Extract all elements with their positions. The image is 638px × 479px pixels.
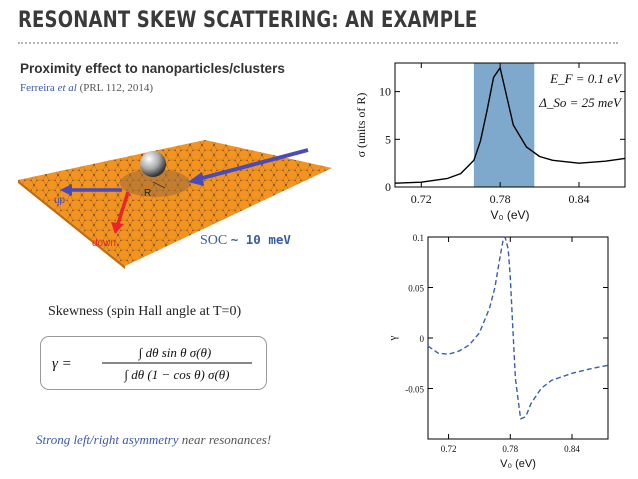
gamma-chart: 0.72 0.78 0.84 -0.05 0 0.05 0.1 V₀ (eV) γ [387,233,609,470]
radius-line [152,181,166,189]
y-tick-label: 0.05 [408,284,424,294]
title-divider [18,42,618,44]
chart-annotation: E_F = 0.1 eV [549,71,623,86]
formula-lhs: γ = [52,356,72,372]
reference-citation: Ferreira et al (PRL 112, 2014) [20,82,153,94]
x-axis-label: V₀ (eV) [500,458,536,470]
sigma-chart: 0.72 0.78 0.84 0 5 10 V₀ (eV) σ (units of R) E_F… [354,62,626,222]
x-tick-label: 0.78 [490,192,511,206]
soc-value: ~ 10 meV [230,232,291,247]
x-tick-label: 0.78 [502,444,518,454]
conclusion-text: Strong left/right asymmetry near resonan… [36,432,271,448]
formula-denominator: ∫ dθ (1 − cos θ) σ(θ) [123,367,229,383]
y-tick-label: 10 [379,85,391,99]
x-tick-label: 0.84 [569,192,590,206]
sheet-front-edge [18,180,125,269]
reference-etal: et al [57,82,77,94]
label-R: R [144,188,151,199]
slide-title: RESONANT SKEW SCATTERING: AN EXAMPLE [18,8,478,33]
conclusion-emphasis: Strong left/right asymmetry [36,432,179,447]
y-tick-label: 5 [385,132,391,146]
x-tick-label: 0.72 [411,192,432,206]
series-line [394,67,626,184]
y-tick-label: 0.1 [413,233,424,243]
y-tick-label: -0.05 [405,385,424,395]
label-down: down [92,238,116,249]
incoming-arrow [194,148,309,182]
reference-authors: Ferreira [20,82,58,94]
label-up: up [54,195,66,206]
plot-frame [427,236,609,440]
slide-subtitle: Proximity effect to nanoparticles/cluste… [20,61,285,76]
soc-label-text: SOC [200,233,231,248]
chart-annotation: Δ_So = 25 meV [538,95,623,110]
nanoparticle-cluster [140,151,166,177]
graphene-lattice [18,140,332,266]
soc-label: SOC ~ 10 meV [200,232,291,249]
graphene-illustration: R up down [18,140,332,269]
y-axis-label: γ [387,335,399,341]
incoming-arrowhead [188,172,204,186]
formula-numerator: ∫ dθ sin θ σ(θ) [138,345,211,361]
y-tick-label: 0 [420,334,425,344]
conclusion-tail: near resonances! [178,432,272,447]
down-arrowhead [111,222,124,234]
x-tick-label: 0.72 [441,444,457,454]
series-line [427,236,609,420]
y-tick-label: 0 [385,180,391,194]
plot-frame [394,62,626,188]
skewness-formula: γ = ∫ dθ sin θ σ(θ) ∫ dθ (1 − cos θ) σ(θ… [52,345,252,383]
x-tick-label: 0.84 [564,444,580,454]
formula-box [40,336,267,390]
up-arrowhead [60,184,72,196]
skewness-label: Skewness (spin Hall angle at T=0) [48,304,242,319]
x-axis-label: V₀ (eV) [491,208,530,222]
down-arrow [116,191,130,225]
reference-journal: (PRL 112, 2014) [76,82,153,94]
y-axis-label: σ (units of R) [354,93,368,158]
resonance-band [473,63,535,187]
